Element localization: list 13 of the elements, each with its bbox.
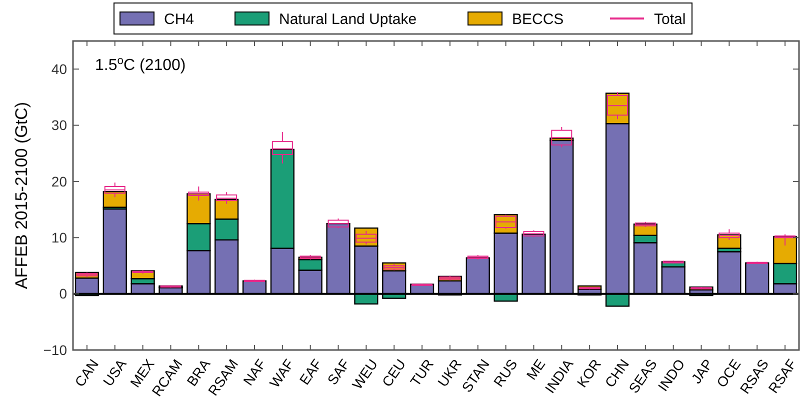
y-tick-label: 40 bbox=[51, 60, 68, 77]
y-tick-label: 10 bbox=[51, 230, 68, 246]
x-tick-label: ME bbox=[523, 356, 548, 383]
legend-label: Natural Land Uptake bbox=[279, 11, 417, 28]
annotation: 1.5$^{o}$C (2100) bbox=[95, 55, 186, 74]
y-tick-label: 30 bbox=[51, 117, 68, 134]
y-axis-title: AFFEB 2015-2100 (GtC) bbox=[12, 102, 31, 290]
legend-label: Total bbox=[654, 11, 686, 28]
y-tick-label: 0 bbox=[59, 286, 68, 302]
legend-label: BECCS bbox=[512, 11, 564, 28]
y-tick-label: −10 bbox=[43, 342, 68, 358]
legend-label: CH4 bbox=[164, 11, 194, 28]
y-tick-label: 20 bbox=[51, 173, 68, 190]
